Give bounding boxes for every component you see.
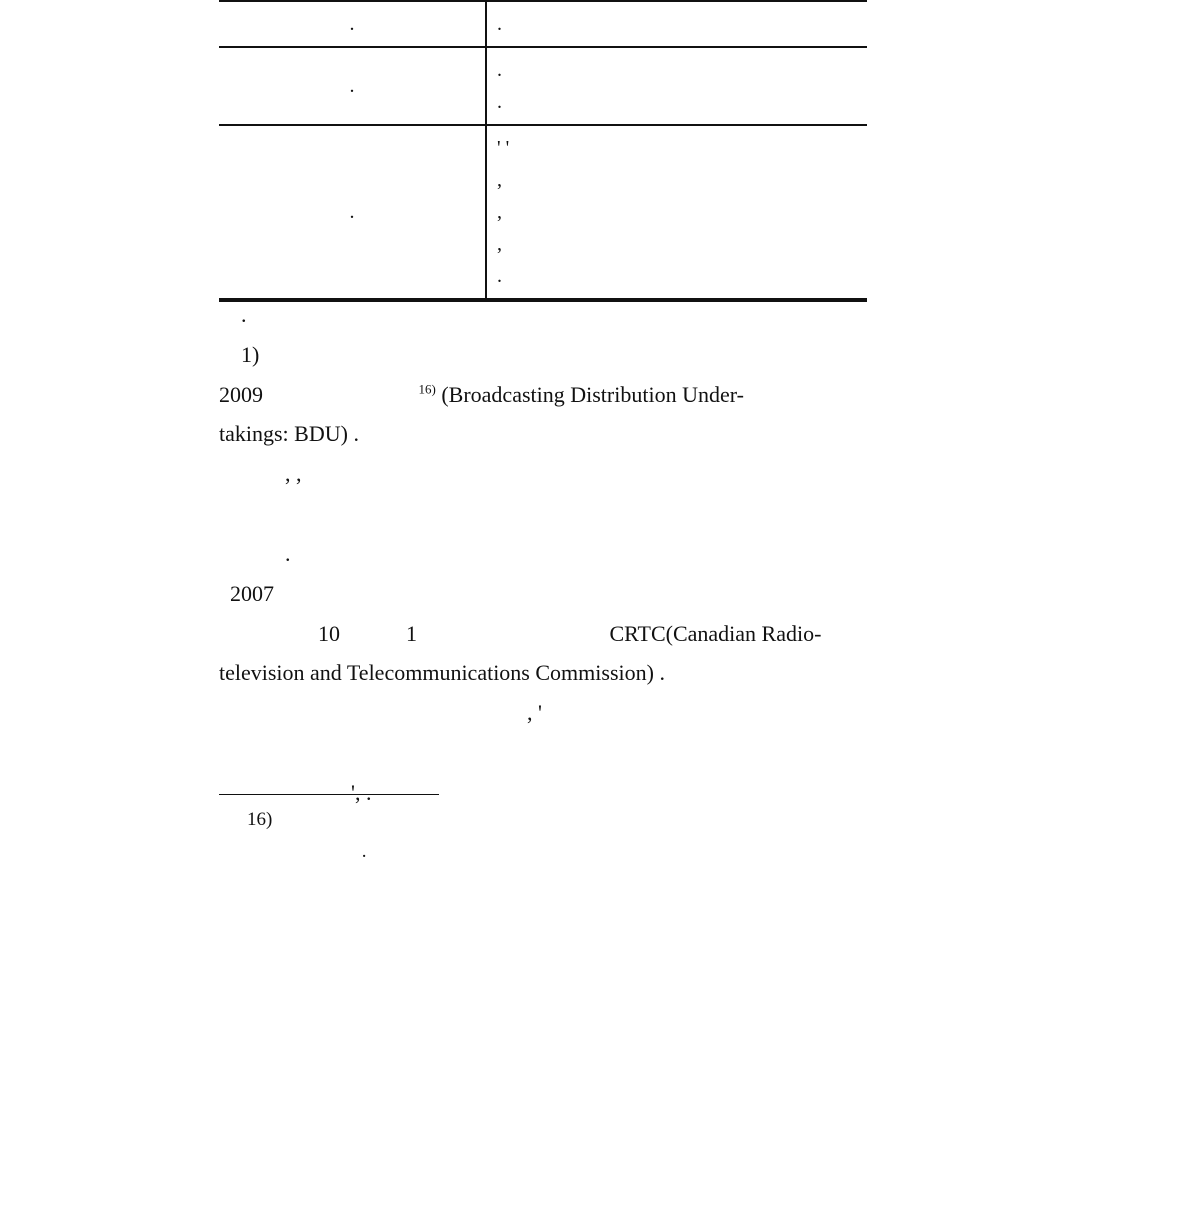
subhead: 1): [219, 336, 867, 374]
paragraph: 2007: [219, 575, 867, 613]
paragraph: takings: BDU) .: [219, 415, 867, 453]
paragraph: 2009 16) (Broadcasting Distribution Unde…: [219, 376, 867, 414]
page: . . . . . . ' ' , , , . . 1) 2009 16) (B…: [0, 0, 1190, 1227]
top-table: . . . . . . ' ' , , , .: [219, 0, 867, 302]
cell-right: . .: [486, 47, 867, 125]
body-text: . 1) 2009 16) (Broadcasting Distribution…: [219, 296, 867, 814]
cell-left: .: [219, 47, 486, 125]
footnote-rule: [219, 794, 439, 795]
paragraph: [219, 734, 867, 772]
cell-left: .: [219, 1, 486, 47]
footnote-number: 16): [247, 804, 281, 836]
table-row: . . .: [219, 47, 867, 125]
footnote-ref-16: 16): [419, 381, 436, 396]
cell-right: .: [486, 1, 867, 47]
table-row: . ' ' , , , .: [219, 125, 867, 300]
table-row: . .: [219, 1, 867, 47]
paragraph: .: [219, 535, 867, 573]
section-marker: .: [219, 296, 867, 334]
footnote-text: .: [362, 841, 367, 862]
text-span: (Broadcasting Distribution Under-: [441, 382, 744, 407]
footnote: 16) .: [247, 804, 867, 869]
paragraph: 10 1 CRTC(Canadian Radio-: [219, 615, 867, 653]
cell-left: .: [219, 125, 486, 300]
paragraph: , ,: [219, 455, 867, 493]
paragraph: , ': [219, 694, 867, 732]
paragraph: [219, 495, 867, 533]
cell-right: ' ' , , , .: [486, 125, 867, 300]
paragraph: television and Telecommunications Commis…: [219, 654, 867, 692]
year-2009: 2009: [219, 382, 263, 407]
